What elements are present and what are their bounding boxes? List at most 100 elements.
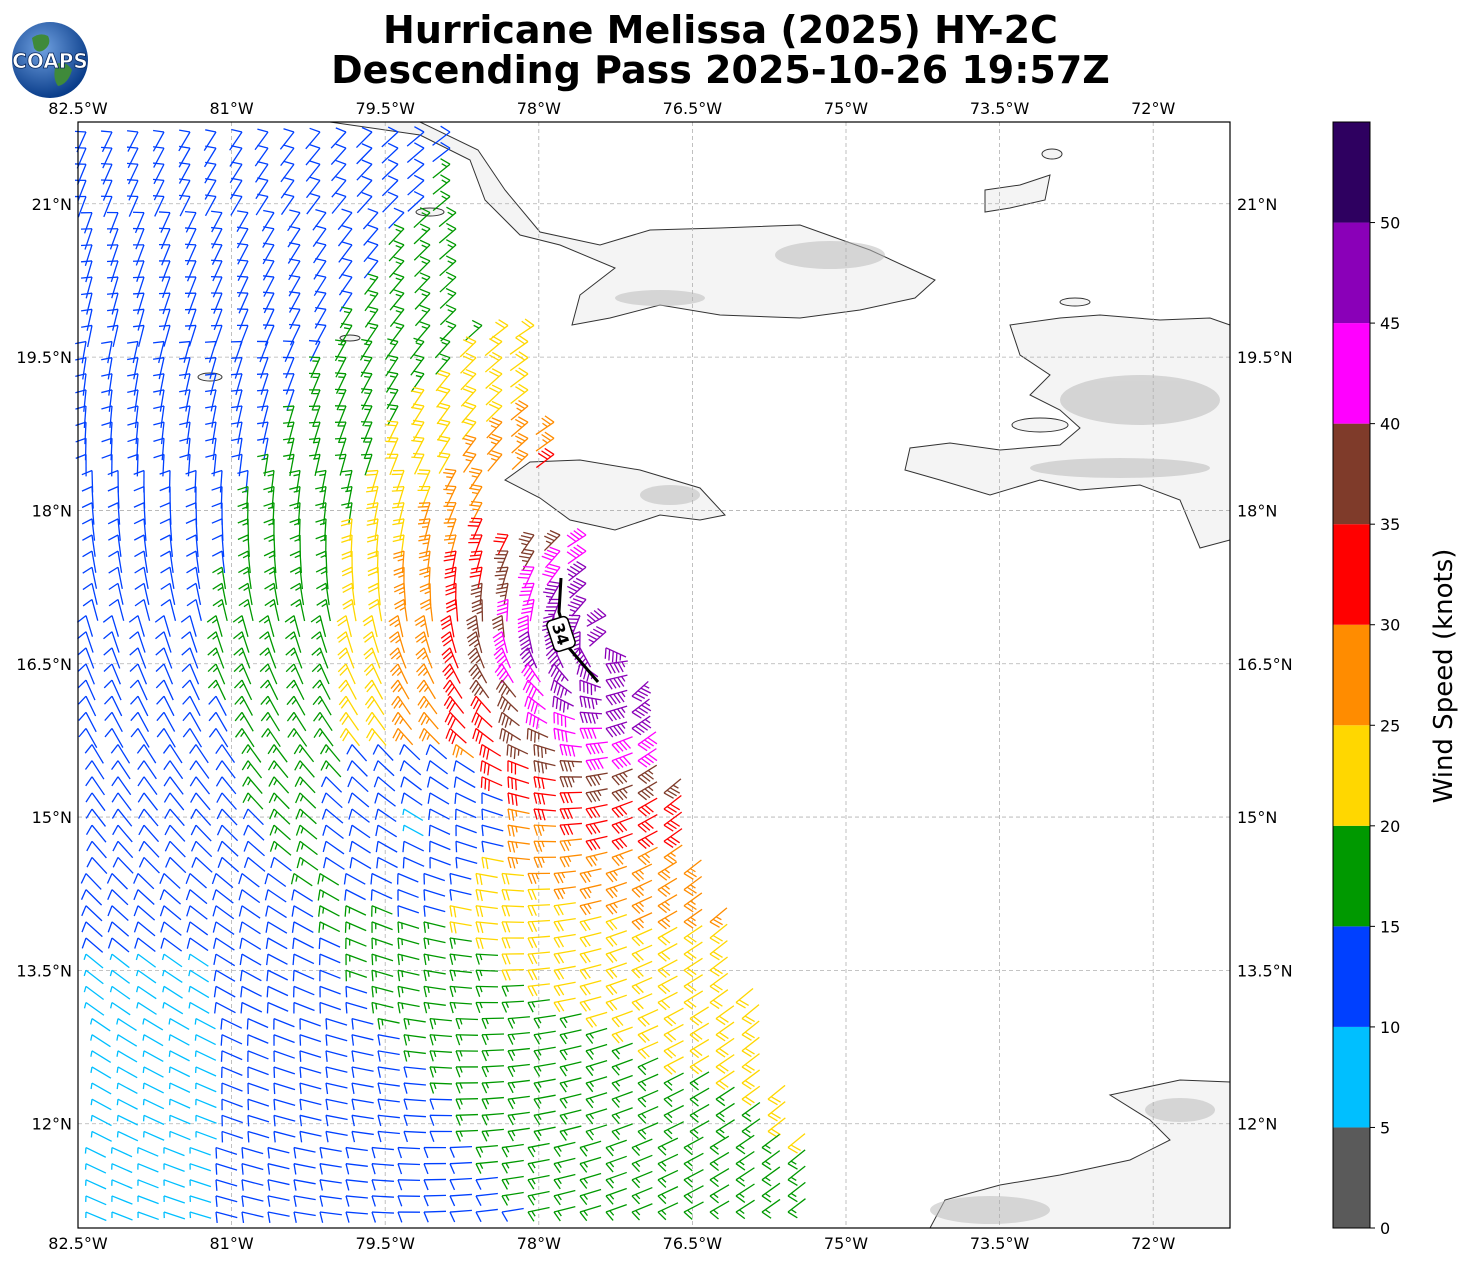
wind-barb: [334, 339, 347, 362]
lon-tick-label-bottom: 75°W: [824, 1234, 868, 1253]
wind-barb: [344, 889, 366, 901]
lon-tick-label-top: 72°W: [1131, 99, 1175, 118]
wind-barb: [611, 849, 633, 867]
wind-barb: [533, 743, 556, 758]
wind-barb: [663, 1072, 684, 1091]
wind-barb: [741, 1004, 760, 1025]
wind-barb: [162, 1001, 184, 1015]
wind-barb: [553, 711, 575, 728]
wind-barb: [236, 308, 249, 330]
wind-barb: [237, 550, 251, 574]
wind-barb: [381, 175, 399, 197]
logo-text: COAPS: [12, 49, 88, 73]
wind-barb: [142, 1082, 164, 1094]
wind-barb: [334, 372, 347, 394]
wind-barb: [84, 760, 105, 780]
wind-barb: [663, 811, 683, 832]
wind-barb: [212, 566, 227, 590]
wind-barb: [210, 324, 223, 347]
wind-barb: [787, 1181, 806, 1203]
wind-barb: [233, 647, 251, 669]
colorbar-label: Wind Speed (knots): [1429, 549, 1459, 804]
wind-barb: [543, 529, 561, 552]
wind-barb: [179, 389, 191, 412]
wind-barb: [212, 905, 235, 920]
wind-barb: [190, 792, 211, 811]
wind-barb: [325, 1017, 348, 1030]
wind-barb: [190, 840, 213, 858]
wind-barb: [217, 856, 240, 873]
wind-barb: [217, 840, 239, 857]
wind-barb: [280, 193, 295, 215]
wind-barb: [449, 937, 472, 949]
wind-barb: [356, 143, 373, 165]
wind-barb: [132, 308, 145, 331]
wind-barb: [735, 1150, 755, 1171]
wind-barb: [84, 1146, 107, 1158]
wind-barb: [230, 373, 243, 396]
wind-barb: [533, 840, 557, 852]
wind-barb: [657, 894, 678, 914]
wind-barb: [320, 776, 343, 793]
wind-barb: [491, 615, 505, 638]
wind-barb: [116, 1098, 138, 1110]
wind-barb: [106, 276, 119, 299]
wind-barb: [388, 207, 405, 229]
wind-barb: [82, 598, 99, 621]
wind-barb: [533, 824, 557, 837]
wind-barb: [263, 469, 275, 493]
wind-barb: [533, 1078, 556, 1093]
wind-barb: [397, 1001, 420, 1014]
wind-barb: [443, 534, 457, 557]
wind-barb: [407, 190, 425, 212]
wind-barb: [82, 582, 98, 605]
wind-barb: [351, 1082, 374, 1095]
wind-barb: [429, 1098, 453, 1110]
wind-barb: [445, 598, 459, 622]
wind-barb: [475, 953, 499, 965]
wind-barb: [85, 792, 106, 812]
wind-barb: [356, 191, 373, 214]
wind-barb: [453, 776, 476, 789]
wind-barb: [432, 158, 451, 179]
wind-barb: [498, 711, 520, 728]
wind-barb: [360, 371, 373, 394]
wind-barb: [90, 1066, 112, 1079]
wind-barb: [103, 663, 121, 685]
wind-barb: [133, 873, 155, 890]
wind-barb: [413, 207, 431, 229]
wind-barb: [522, 679, 544, 699]
wind-barb: [460, 368, 477, 391]
wind-barb: [152, 129, 165, 152]
wind-barb: [239, 969, 262, 982]
wind-barb: [715, 1102, 735, 1123]
wind-barb: [399, 744, 421, 761]
wind-barb: [111, 1163, 133, 1174]
wind-barb: [485, 384, 503, 406]
wind-barb: [168, 1018, 190, 1031]
wind-barb: [559, 838, 582, 852]
wind-barb: [135, 969, 157, 984]
wind-barb: [116, 1114, 139, 1126]
wind-barb: [414, 615, 430, 638]
wind-barb: [605, 994, 627, 1012]
wind-barb: [362, 208, 379, 230]
wind-barb: [492, 631, 508, 654]
wind-barb: [392, 518, 405, 541]
wind-barb: [559, 822, 582, 836]
wind-barb: [135, 953, 157, 968]
wind-barb: [306, 192, 321, 215]
wind-barb: [158, 260, 171, 282]
wind-barb: [229, 145, 243, 167]
wind-barb: [527, 999, 550, 1013]
wind-barb: [83, 953, 104, 969]
wind-barb: [341, 566, 355, 590]
wind-barb: [299, 1066, 322, 1078]
wind-barb: [126, 195, 139, 217]
wind-barb: [288, 274, 301, 297]
wind-barb: [267, 1195, 290, 1207]
wind-barb: [481, 1080, 504, 1094]
wind-barb: [286, 695, 306, 716]
wind-barb: [290, 598, 306, 622]
wind-barb: [533, 1030, 556, 1045]
